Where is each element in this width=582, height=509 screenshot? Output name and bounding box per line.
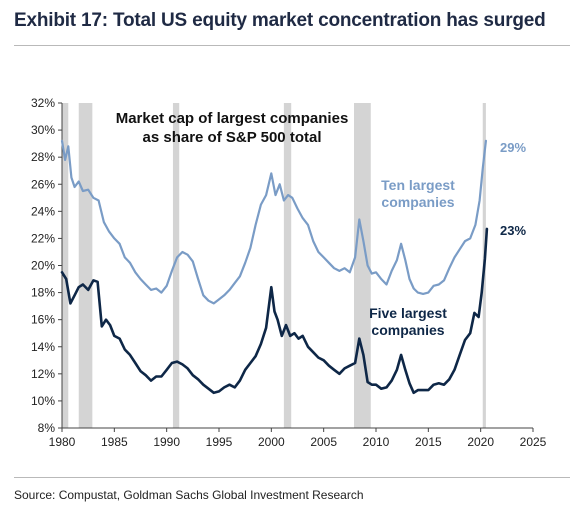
end-label-five: 23% <box>500 223 526 238</box>
y-tick-label: 26% <box>31 177 55 191</box>
x-tick-label: 1990 <box>153 435 180 449</box>
x-tick-label: 2000 <box>258 435 285 449</box>
y-tick-label: 22% <box>31 231 55 245</box>
x-tick-label: 1985 <box>101 435 128 449</box>
chart-title: Exhibit 17: Total US equity market conce… <box>14 10 546 31</box>
y-tick-label: 18% <box>31 286 55 300</box>
end-label-ten: 29% <box>500 140 526 155</box>
series-label-five-line-1: Five largest <box>369 305 447 321</box>
x-tick-label: 1995 <box>206 435 233 449</box>
series-label-ten-line-2: companies <box>381 194 454 210</box>
series-label-five-line-2: companies <box>371 322 444 338</box>
y-tick-label: 10% <box>31 394 55 408</box>
x-tick-label: 1980 <box>49 435 76 449</box>
y-tick-label: 30% <box>31 123 55 137</box>
chart-annotation-line-1: Market cap of largest companies <box>116 110 349 127</box>
x-tick-label: 2010 <box>363 435 390 449</box>
recession-band-1 <box>78 103 93 428</box>
x-tick-label: 2025 <box>520 435 547 449</box>
series-line-five-largest <box>60 227 489 395</box>
series-label-ten-line-1: Ten largest <box>381 177 455 193</box>
axes: 8% 10% 12% 14% 16% 18% 20% 22% 24% 26% 28% 30% 32% 19… <box>31 96 547 449</box>
series-lines <box>60 139 489 395</box>
recession-shading <box>62 103 486 428</box>
y-tick-label: 8% <box>38 421 56 435</box>
y-tick-label: 12% <box>31 367 55 381</box>
y-tick-label: 20% <box>31 259 55 273</box>
x-tick-label: 2015 <box>415 435 442 449</box>
y-tick-label: 28% <box>31 150 55 164</box>
source-note: Source: Compustat, Goldman Sachs Global … <box>14 488 364 502</box>
x-tick-label: 2005 <box>310 435 337 449</box>
y-tick-label: 16% <box>31 313 55 327</box>
x-tick-label: 2020 <box>467 435 494 449</box>
recession-band-3 <box>283 103 292 428</box>
recession-band-0 <box>62 103 69 428</box>
chart-labels: Market cap of largest companies as share… <box>116 110 527 338</box>
y-tick-label: 14% <box>31 340 55 354</box>
chart-annotation-line-2: as share of S&P 500 total <box>143 129 322 146</box>
series-line-ten-largest <box>60 139 487 305</box>
source-divider <box>14 477 570 478</box>
title-divider <box>14 45 570 46</box>
y-tick-label: 32% <box>31 96 55 110</box>
recession-band-2 <box>172 103 180 428</box>
y-tick-label: 24% <box>31 204 55 218</box>
